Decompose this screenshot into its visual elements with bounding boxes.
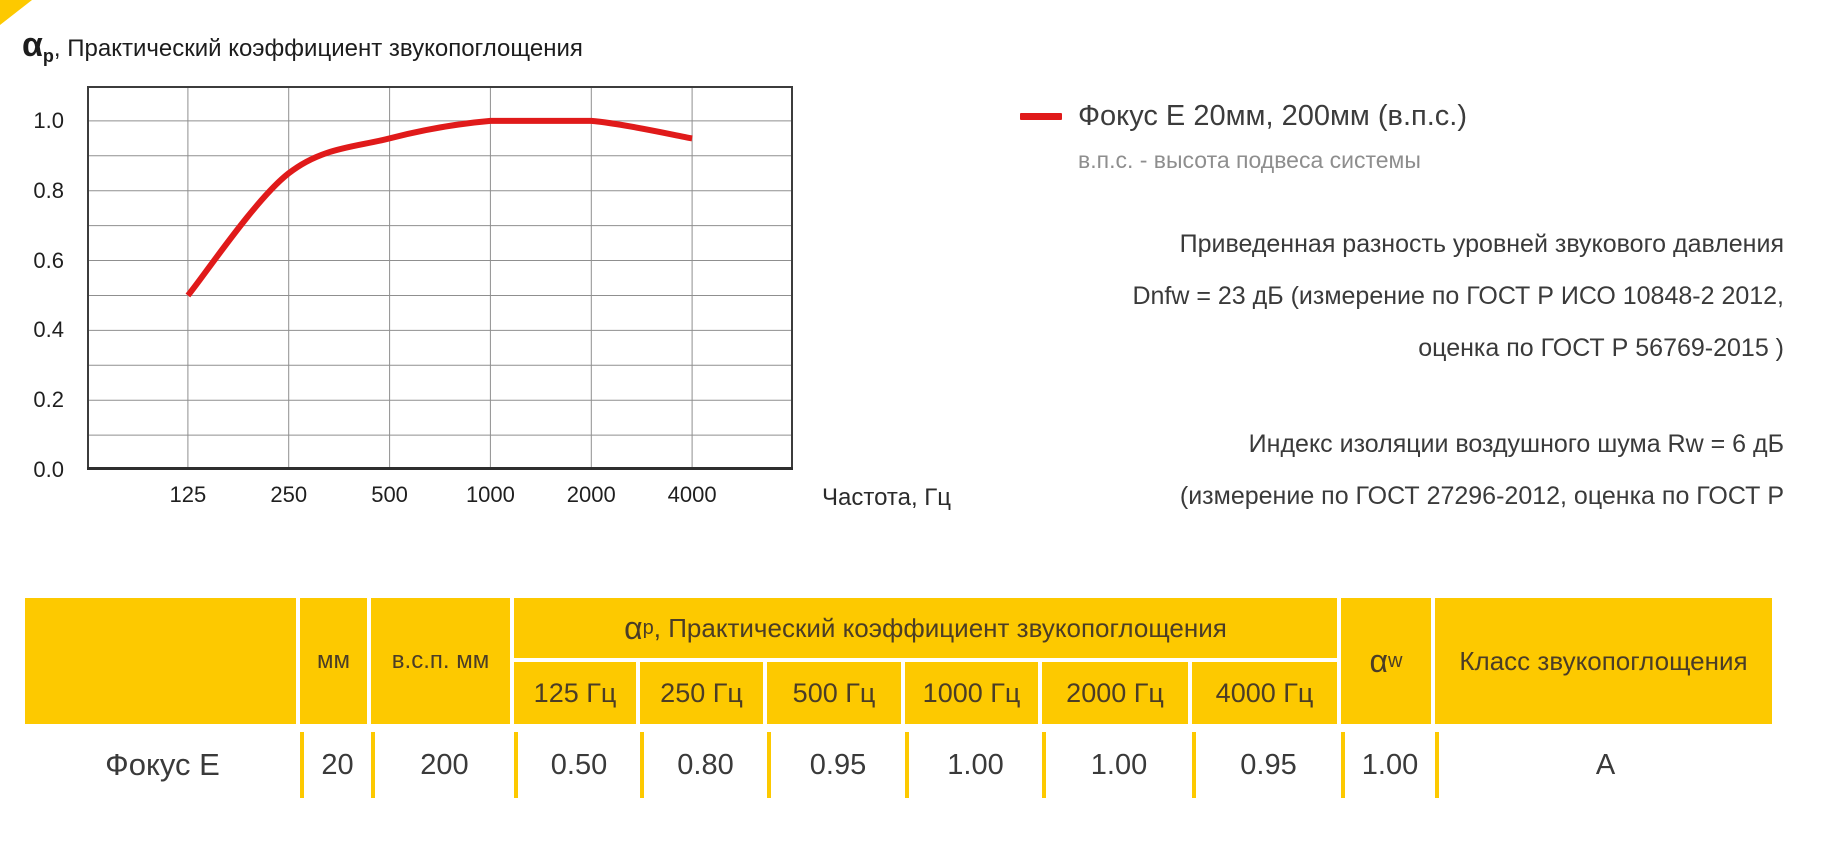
noise-insulation-note: Индекс изоляции воздушного шума Rw = 6 д… [1000, 418, 1784, 522]
table-header-frequency: 2000 Гц [1042, 662, 1188, 724]
insulation-note-line: Индекс изоляции воздушного шума Rw = 6 д… [1248, 430, 1784, 458]
line-chart-plot [87, 86, 793, 470]
x-tick-label: 250 [270, 482, 308, 507]
pressure-note-line: Приведенная разность уровней звукового д… [1179, 230, 1784, 258]
alpha-symbol: α [22, 26, 43, 64]
table-cell-suspension: 200 [371, 732, 514, 798]
table-cell-250hz: 0.80 [640, 732, 767, 798]
chart-title-text: , Практический коэффициент звукопоглощен… [53, 35, 583, 62]
table-header-product-cell [25, 598, 296, 724]
table-cell-alpha-w: 1.00 [1341, 732, 1435, 798]
table-cell-4000hz: 0.95 [1192, 732, 1341, 798]
alpha-symbol: α [624, 610, 643, 646]
table-cell-2000hz: 1.00 [1042, 732, 1192, 798]
table-header-thickness: мм [300, 598, 367, 724]
table-row: Фокус Е 20 200 0.50 0.80 0.95 1.00 1.00 0.95 1.00… [25, 732, 1772, 798]
y-tick-label: 0.6 [33, 247, 64, 273]
corner-decoration [0, 0, 32, 25]
alpha-p-span-text: , Практический коэффициент звукопоглощен… [653, 612, 1227, 643]
y-tick-label: 0.8 [33, 177, 64, 203]
pressure-note-line: Dnfw = 23 дБ (измерение по ГОСТ Р ИСО 10… [1132, 282, 1784, 310]
x-tick-label: 500 [371, 482, 408, 507]
table-header-frequency: 250 Гц [640, 662, 763, 724]
table-cell-class: A [1435, 732, 1772, 798]
pressure-note-line: оценка по ГОСТ Р 56769-2015 ) [1418, 334, 1784, 362]
x-axis-title: Частота, Гц [822, 484, 952, 511]
y-tick-label: 0.0 [33, 457, 64, 482]
chart-title: αp, Практический коэффициент звукопоглощ… [22, 28, 583, 67]
absorption-line-chart [87, 86, 793, 470]
alpha-symbol: α [1369, 643, 1389, 679]
legend-entry: Фокус Е 20мм, 200мм (в.п.с.) [1020, 100, 1467, 133]
y-tick-label: 0.2 [33, 387, 64, 413]
table-header-frequency: 4000 Гц [1192, 662, 1337, 724]
table-cell-125hz: 0.50 [514, 732, 640, 798]
alpha-subscript: p [42, 46, 54, 66]
legend-footnote: в.п.с. - высота подвеса системы [1078, 147, 1421, 173]
x-tick-label: 2000 [566, 482, 616, 507]
pressure-level-note: Приведенная разность уровней звукового д… [1000, 218, 1784, 374]
table-header-frequency: 125 Гц [514, 662, 636, 724]
alpha-w-subscript: w [1388, 649, 1403, 672]
legend-series-label: Фокус Е 20мм, 200мм (в.п.с.) [1078, 100, 1467, 132]
table-header-suspension: в.с.п. мм [371, 598, 510, 724]
chart-legend: Фокус Е 20мм, 200мм (в.п.с.) в.п.с. - вы… [1020, 100, 1467, 174]
table-cell-1000hz: 1.00 [905, 732, 1042, 798]
x-tick-label: 4000 [667, 482, 717, 507]
x-tick-label: 125 [169, 482, 207, 507]
y-tick-label: 1.0 [33, 107, 64, 133]
x-tick-label: 1000 [465, 482, 515, 507]
table-cell-500hz: 0.95 [767, 732, 905, 798]
y-tick-label: 0.4 [33, 317, 64, 343]
table-header-frequency: 1000 Гц [905, 662, 1038, 724]
insulation-note-line: (измерение по ГОСТ 27296-2012, оценка по… [1179, 482, 1784, 510]
table-cell-thickness: 20 [300, 732, 371, 798]
series-line [185, 117, 693, 298]
alpha-subscript: p [642, 616, 654, 639]
legend-line-swatch [1020, 113, 1062, 120]
table-header-class: Класс звукопоглощения [1435, 598, 1772, 724]
table-header-frequency: 500 Гц [767, 662, 901, 724]
table-cell-product-name: Фокус Е [25, 732, 300, 798]
